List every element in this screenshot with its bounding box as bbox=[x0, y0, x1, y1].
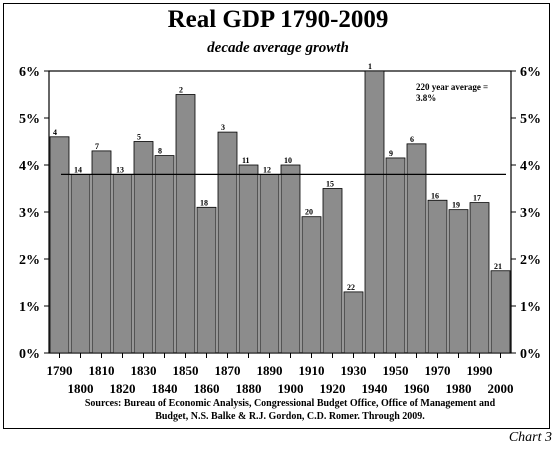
bar-rank-label: 19 bbox=[452, 201, 460, 210]
bar-rank-label: 11 bbox=[242, 156, 250, 165]
x-tick-label: 1990 bbox=[467, 363, 493, 378]
x-tick-label: 1860 bbox=[194, 381, 220, 396]
bar bbox=[364, 70, 385, 354]
bar bbox=[427, 199, 448, 354]
y-tick-label-right: 2% bbox=[520, 253, 541, 268]
sources-line-2: Budget, N.S. Balke & R.J. Gordon, C.D. R… bbox=[155, 411, 425, 422]
bar-rank-label: 2 bbox=[179, 86, 183, 95]
bar bbox=[112, 173, 133, 354]
y-tick-label-right: 6% bbox=[520, 65, 541, 80]
x-tick-label: 1870 bbox=[215, 363, 241, 378]
bar bbox=[280, 164, 301, 354]
bar-rank-label: 8 bbox=[158, 147, 162, 156]
bar-rank-label: 4 bbox=[53, 128, 57, 137]
x-tick-label: 1930 bbox=[341, 363, 367, 378]
sources-line-1: Sources: Bureau of Economic Analysis, Co… bbox=[84, 398, 496, 409]
y-tick-label-right: 5% bbox=[520, 112, 541, 127]
x-tick-label: 1880 bbox=[236, 381, 262, 396]
x-tick-label: 1920 bbox=[320, 381, 346, 396]
chart-title: Real GDP 1790-2009 bbox=[167, 6, 389, 33]
chart-caption: Chart 3 bbox=[508, 430, 552, 445]
y-tick-label-left: 1% bbox=[19, 300, 40, 315]
y-tick-label-left: 6% bbox=[19, 65, 40, 80]
y-tick-label-left: 2% bbox=[19, 253, 40, 268]
sources-note: Sources: Bureau of Economic Analysis, Co… bbox=[40, 397, 540, 423]
bar bbox=[49, 136, 70, 354]
x-tick-label: 1960 bbox=[404, 381, 430, 396]
bar bbox=[385, 157, 406, 354]
bar-rank-label: 12 bbox=[263, 165, 271, 174]
bar-rank-label: 3 bbox=[221, 123, 225, 132]
bar-rank-label: 9 bbox=[389, 149, 393, 158]
y-tick-label-left: 3% bbox=[19, 206, 40, 221]
bar bbox=[196, 206, 217, 354]
x-tick-label: 1840 bbox=[152, 381, 178, 396]
bar bbox=[406, 143, 427, 354]
x-tick-label: 1820 bbox=[110, 381, 136, 396]
x-tick-label: 1910 bbox=[299, 363, 325, 378]
y-tick-label-right: 0% bbox=[520, 347, 541, 362]
bar bbox=[238, 164, 259, 354]
bar bbox=[133, 141, 154, 354]
bar-rank-label: 18 bbox=[200, 198, 208, 207]
x-tick-label: 1890 bbox=[257, 363, 283, 378]
average-note-line-1: 220 year average = bbox=[416, 82, 488, 92]
bar-rank-label: 6 bbox=[410, 135, 414, 144]
bar-rank-label: 10 bbox=[284, 156, 292, 165]
y-tick-label-right: 4% bbox=[520, 159, 541, 174]
average-note-line-2: 3.8% bbox=[416, 93, 436, 103]
bar bbox=[175, 94, 196, 354]
x-tick-label: 2000 bbox=[488, 381, 514, 396]
bar-rank-label: 17 bbox=[473, 194, 481, 203]
bar-rank-label: 13 bbox=[116, 165, 124, 174]
x-tick-label: 1830 bbox=[131, 363, 157, 378]
x-tick-label: 1950 bbox=[383, 363, 409, 378]
bar bbox=[343, 291, 364, 354]
x-tick-label: 1800 bbox=[68, 381, 94, 396]
bar-rank-label: 5 bbox=[137, 133, 141, 142]
bar bbox=[154, 155, 175, 354]
bar-rank-label: 22 bbox=[347, 283, 355, 292]
x-tick-label: 1940 bbox=[362, 381, 388, 396]
bar bbox=[490, 270, 511, 354]
bar bbox=[469, 202, 490, 354]
chart-frame bbox=[3, 3, 550, 429]
bar bbox=[70, 173, 91, 354]
x-tick-label: 1970 bbox=[425, 363, 451, 378]
bar-rank-label: 15 bbox=[326, 180, 334, 189]
y-tick-label-right: 3% bbox=[520, 206, 541, 221]
x-tick-label: 1980 bbox=[446, 381, 472, 396]
bar bbox=[217, 131, 238, 354]
bar bbox=[448, 209, 469, 354]
bar-rank-label: 20 bbox=[305, 208, 313, 217]
x-tick-label: 1790 bbox=[47, 363, 73, 378]
chart-subtitle: decade average growth bbox=[207, 40, 349, 56]
y-tick-label-right: 1% bbox=[520, 300, 541, 315]
y-tick-label-left: 0% bbox=[19, 347, 40, 362]
y-tick-label-left: 5% bbox=[19, 112, 40, 127]
bar-rank-label: 7 bbox=[95, 142, 99, 151]
bar bbox=[259, 173, 280, 354]
bar-rank-label: 21 bbox=[494, 262, 502, 271]
bar bbox=[322, 188, 343, 354]
x-tick-label: 1850 bbox=[173, 363, 199, 378]
bar-rank-label: 16 bbox=[431, 191, 439, 200]
y-tick-label-left: 4% bbox=[19, 159, 40, 174]
x-tick-label: 1810 bbox=[89, 363, 115, 378]
bar-rank-label: 1 bbox=[368, 62, 372, 71]
bar-rank-label: 14 bbox=[74, 165, 82, 174]
bar bbox=[301, 216, 322, 354]
x-tick-label: 1900 bbox=[278, 381, 304, 396]
bar bbox=[91, 150, 112, 354]
